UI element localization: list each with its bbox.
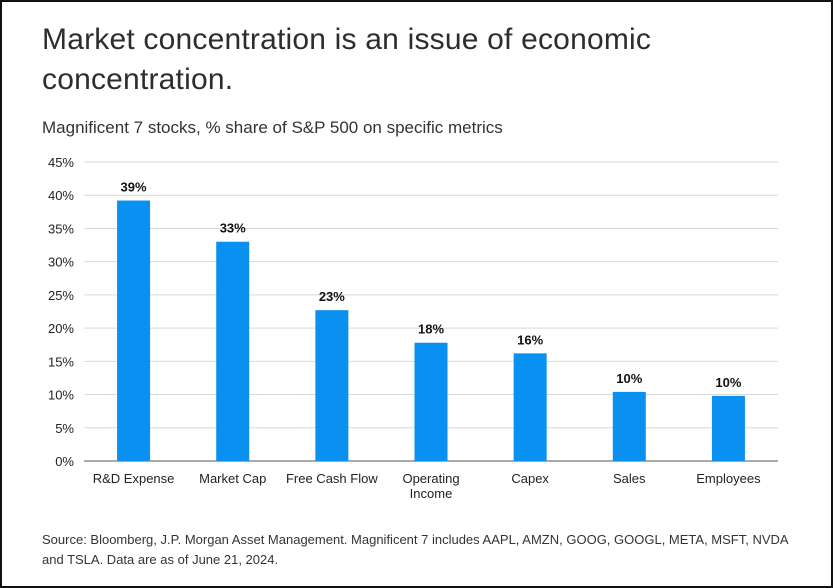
y-tick-label: 45% — [48, 155, 74, 170]
x-tick-label: Market Cap — [199, 471, 266, 486]
y-tick-label: 5% — [55, 421, 74, 436]
y-tick-label: 25% — [48, 288, 74, 303]
y-tick-label: 40% — [48, 188, 74, 203]
bar — [315, 310, 349, 461]
x-tick-label: Employees — [696, 471, 761, 486]
bar — [612, 391, 646, 461]
x-tick-label: R&D Expense — [93, 471, 175, 486]
bar — [414, 342, 448, 461]
x-tick-label: Free Cash Flow — [286, 471, 378, 486]
data-label: 33% — [220, 221, 246, 236]
x-tick-label: Income — [410, 486, 453, 501]
x-tick-label: Capex — [511, 471, 549, 486]
bar — [117, 200, 151, 461]
y-tick-label: 10% — [48, 388, 74, 403]
y-tick-label: 15% — [48, 354, 74, 369]
y-tick-label: 35% — [48, 221, 74, 236]
data-label: 10% — [715, 375, 741, 390]
chart-title: Magnificent 7 stocks, % share of S&P 500… — [42, 118, 503, 137]
y-tick-label: 30% — [48, 255, 74, 270]
bar-chart: 0% 5% 10% 15% 20% 25% 30% 35% 40% 45% 39% R&D Expen… — [48, 155, 778, 501]
x-tick-label: Sales — [613, 471, 646, 486]
y-tick-label: 20% — [48, 321, 74, 336]
data-label: 16% — [517, 332, 543, 347]
bar — [711, 395, 745, 461]
source-note: Source: Bloomberg, J.P. Morgan Asset Man… — [42, 532, 788, 567]
y-tick-label: 0% — [55, 454, 74, 469]
data-label: 23% — [319, 289, 345, 304]
x-tick-label: Operating — [402, 471, 459, 486]
bar — [513, 353, 547, 461]
headline: Market concentration is an issue of econ… — [42, 23, 652, 96]
data-label: 39% — [121, 180, 147, 195]
data-label: 10% — [616, 371, 642, 386]
bar — [216, 241, 250, 461]
data-label: 18% — [418, 322, 444, 337]
